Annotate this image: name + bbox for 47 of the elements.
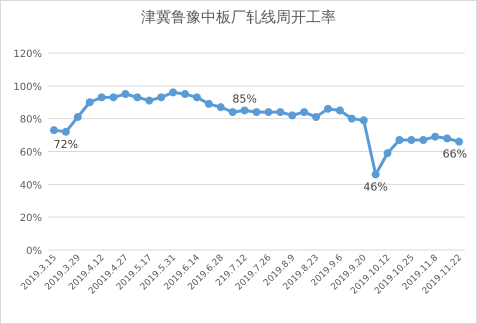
point bbox=[204, 100, 213, 108]
point bbox=[336, 106, 344, 114]
point bbox=[50, 126, 58, 134]
data-label: 46% bbox=[363, 180, 388, 194]
point bbox=[62, 128, 70, 136]
y-tick-label: 40% bbox=[20, 180, 42, 192]
y-tick-label: 120% bbox=[13, 49, 42, 60]
point bbox=[133, 93, 142, 102]
point bbox=[443, 134, 452, 142]
data-label: 85% bbox=[232, 92, 257, 106]
point bbox=[455, 138, 464, 146]
point bbox=[348, 114, 356, 123]
point bbox=[407, 136, 416, 144]
point bbox=[240, 106, 249, 114]
data-label: 66% bbox=[442, 148, 468, 161]
y-tick-label: 20% bbox=[20, 213, 42, 224]
point bbox=[252, 108, 260, 116]
point bbox=[74, 113, 82, 122]
point bbox=[300, 108, 308, 116]
point bbox=[360, 116, 368, 124]
chart-title: 津冀鲁豫中板厂轧线周开工率 bbox=[141, 8, 336, 26]
point bbox=[157, 93, 166, 102]
point bbox=[145, 96, 154, 105]
point bbox=[181, 90, 190, 98]
point bbox=[86, 98, 94, 106]
y-tick-label: 80% bbox=[20, 114, 42, 126]
point bbox=[324, 104, 332, 113]
point bbox=[216, 103, 225, 112]
point bbox=[372, 170, 380, 178]
point bbox=[312, 113, 320, 122]
point bbox=[228, 108, 237, 116]
point bbox=[419, 136, 428, 144]
point bbox=[395, 136, 404, 144]
point bbox=[98, 93, 106, 102]
y-tick-label: 100% bbox=[13, 82, 42, 93]
point bbox=[169, 88, 178, 96]
data-label: 72% bbox=[54, 138, 78, 151]
point bbox=[110, 93, 118, 102]
y-tick-label: 0% bbox=[26, 246, 42, 257]
point bbox=[192, 93, 201, 102]
point bbox=[431, 132, 440, 141]
point bbox=[288, 111, 296, 120]
y-tick-label: 60% bbox=[20, 148, 42, 158]
point bbox=[121, 90, 130, 98]
point bbox=[276, 108, 284, 116]
point bbox=[384, 149, 392, 158]
point bbox=[264, 108, 272, 116]
